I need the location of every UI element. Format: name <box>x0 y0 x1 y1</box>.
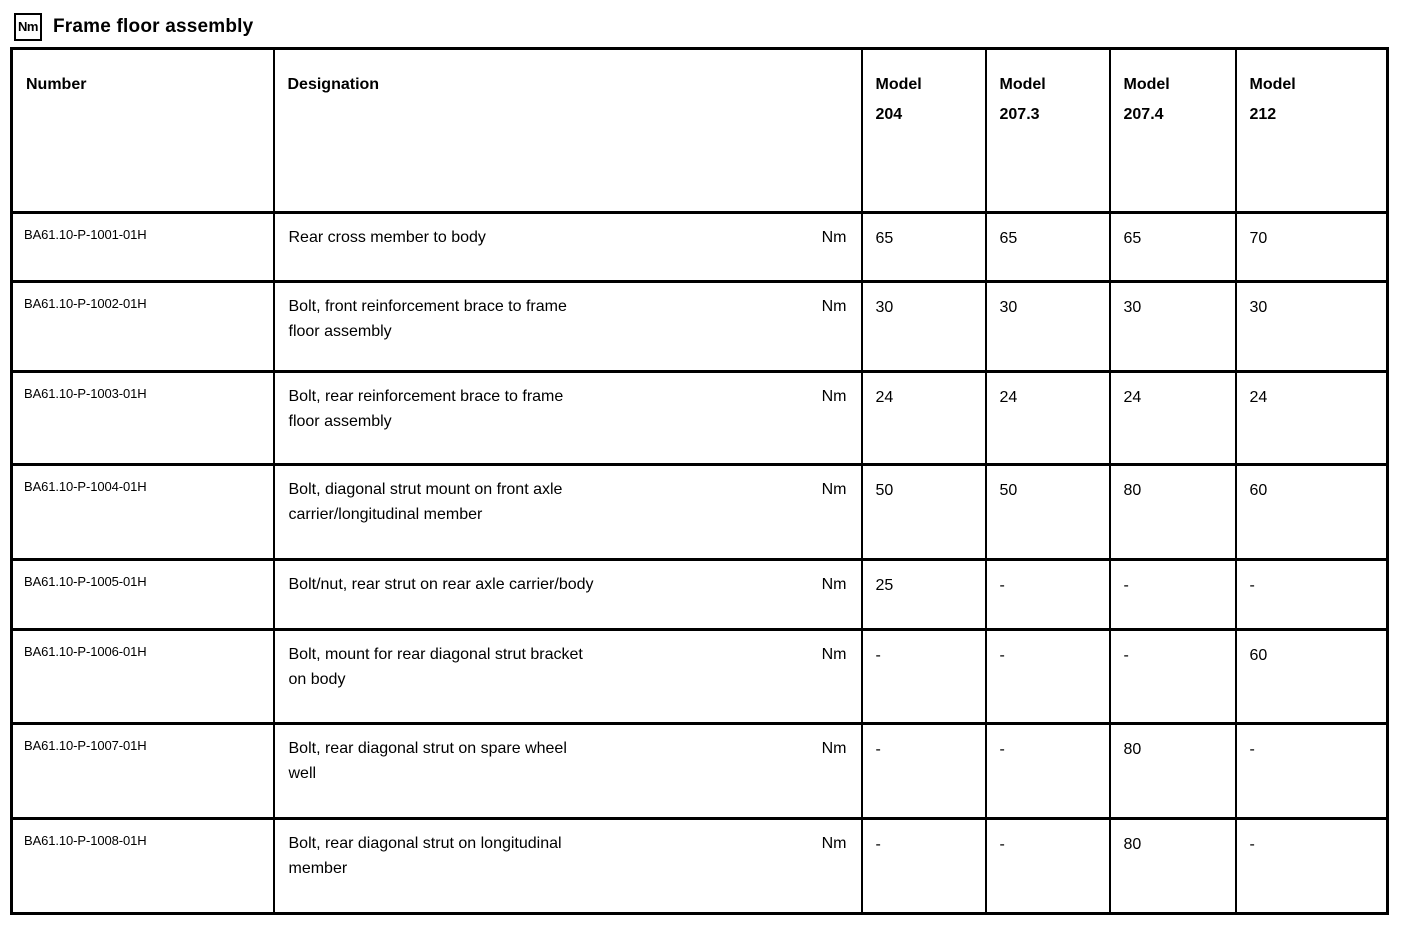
torque-value-cell: 24 <box>984 370 1111 466</box>
unit-label: Nm <box>821 646 847 663</box>
torque-value-cell: 70 <box>1234 211 1389 283</box>
designation-cell: Bolt, rear reinforcement brace to frame … <box>272 370 863 466</box>
torque-value-cell: 50 <box>860 463 987 561</box>
nm-torque-icon: Nm <box>14 12 42 41</box>
table-header-row: Number Designation Model 204 Model 207.3… <box>10 47 1389 214</box>
designation-cell: Bolt, rear diagonal strut on spare wheel… <box>272 722 863 820</box>
torque-value-cell: - <box>860 722 987 820</box>
column-header-model-207-4: Model 207.4 <box>1108 47 1237 214</box>
designation-text: Bolt, mount for rear diagonal strut brac… <box>288 646 583 688</box>
torque-value-cell: 60 <box>1234 463 1389 561</box>
unit-label: Nm <box>821 740 847 757</box>
table-row: BA61.10-P-1003-01H Bolt, rear reinforcem… <box>10 370 1389 466</box>
part-number-cell: BA61.10-P-1004-01H <box>10 463 275 561</box>
page-title: Frame floor assembly <box>53 15 254 37</box>
model-label: Model <box>1249 76 1296 93</box>
section-titlebar: Nm Frame floor assembly <box>0 0 1408 42</box>
part-number-cell: BA61.10-P-1007-01H <box>10 722 275 820</box>
designation-text: Bolt, rear reinforcement brace to frame … <box>288 388 564 430</box>
model-code: 207.3 <box>999 106 1040 123</box>
designation-text: Bolt/nut, rear strut on rear axle carrie… <box>288 576 594 593</box>
column-header-designation: Designation <box>272 47 863 214</box>
unit-label: Nm <box>821 298 847 315</box>
designation-text: Rear cross member to body <box>288 229 486 246</box>
torque-value-cell: 65 <box>860 211 987 283</box>
torque-value-cell: - <box>860 817 987 915</box>
part-number-cell: BA61.10-P-1005-01H <box>10 558 275 631</box>
torque-value-cell: 30 <box>1108 280 1237 373</box>
torque-value-cell: - <box>1108 628 1237 725</box>
torque-value-cell: 65 <box>1108 211 1237 283</box>
table-row: BA61.10-P-1005-01H Bolt/nut, rear strut … <box>10 558 1389 631</box>
designation-text: Bolt, rear diagonal strut on longitudina… <box>288 835 562 877</box>
torque-spec-table: Number Designation Model 204 Model 207.3… <box>10 47 1389 915</box>
torque-value-cell: - <box>984 628 1111 725</box>
torque-value-cell: 24 <box>1108 370 1237 466</box>
part-number-cell: BA61.10-P-1003-01H <box>10 370 275 466</box>
column-header-model-212: Model 212 <box>1234 47 1389 214</box>
model-code: 207.4 <box>1123 106 1164 123</box>
part-number-cell: BA61.10-P-1006-01H <box>10 628 275 725</box>
torque-value-cell: 25 <box>860 558 987 631</box>
torque-value-cell: 24 <box>1234 370 1389 466</box>
column-header-model-204: Model 204 <box>860 47 987 214</box>
designation-text: Bolt, rear diagonal strut on spare wheel… <box>288 740 567 782</box>
table-row: BA61.10-P-1006-01H Bolt, mount for rear … <box>10 628 1389 725</box>
torque-value-cell: 50 <box>984 463 1111 561</box>
designation-text: Bolt, front reinforcement brace to frame… <box>288 298 567 340</box>
column-header-number: Number <box>10 47 275 214</box>
torque-value-cell: - <box>984 722 1111 820</box>
unit-label: Nm <box>821 388 847 405</box>
torque-value-cell: - <box>984 817 1111 915</box>
model-label: Model <box>999 76 1046 93</box>
model-label: Model <box>875 76 922 93</box>
designation-cell: Bolt, front reinforcement brace to frame… <box>272 280 863 373</box>
torque-value-cell: 30 <box>1234 280 1389 373</box>
torque-value-cell: 30 <box>984 280 1111 373</box>
unit-label: Nm <box>821 481 847 498</box>
torque-value-cell: - <box>860 628 987 725</box>
unit-label: Nm <box>821 835 847 852</box>
torque-value-cell: 80 <box>1108 817 1237 915</box>
torque-value-cell: 30 <box>860 280 987 373</box>
column-header-model-207-3: Model 207.3 <box>984 47 1111 214</box>
torque-value-cell: - <box>1108 558 1237 631</box>
table-row: BA61.10-P-1008-01H Bolt, rear diagonal s… <box>10 817 1389 915</box>
torque-value-cell: - <box>1234 817 1389 915</box>
part-number-cell: BA61.10-P-1008-01H <box>10 817 275 915</box>
torque-value-cell: - <box>1234 722 1389 820</box>
part-number-cell: BA61.10-P-1002-01H <box>10 280 275 373</box>
table-row: BA61.10-P-1004-01H Bolt, diagonal strut … <box>10 463 1389 561</box>
designation-text: Bolt, diagonal strut mount on front axle… <box>288 481 563 523</box>
unit-label: Nm <box>821 576 847 593</box>
torque-value-cell: - <box>984 558 1111 631</box>
torque-value-cell: 80 <box>1108 463 1237 561</box>
model-label: Model <box>1123 76 1170 93</box>
table-row: BA61.10-P-1007-01H Bolt, rear diagonal s… <box>10 722 1389 820</box>
torque-value-cell: 60 <box>1234 628 1389 725</box>
designation-cell: Bolt, diagonal strut mount on front axle… <box>272 463 863 561</box>
model-code: 204 <box>875 106 903 123</box>
torque-value-cell: 80 <box>1108 722 1237 820</box>
table-row: BA61.10-P-1002-01H Bolt, front reinforce… <box>10 280 1389 373</box>
torque-value-cell: 24 <box>860 370 987 466</box>
designation-cell: Bolt, rear diagonal strut on longitudina… <box>272 817 863 915</box>
part-number-cell: BA61.10-P-1001-01H <box>10 211 275 283</box>
designation-cell: Rear cross member to body Nm <box>272 211 863 283</box>
model-code: 212 <box>1249 106 1277 123</box>
unit-label: Nm <box>821 229 847 246</box>
designation-cell: Bolt/nut, rear strut on rear axle carrie… <box>272 558 863 631</box>
table-row: BA61.10-P-1001-01H Rear cross member to … <box>10 211 1389 283</box>
torque-value-cell: - <box>1234 558 1389 631</box>
designation-cell: Bolt, mount for rear diagonal strut brac… <box>272 628 863 725</box>
torque-value-cell: 65 <box>984 211 1111 283</box>
